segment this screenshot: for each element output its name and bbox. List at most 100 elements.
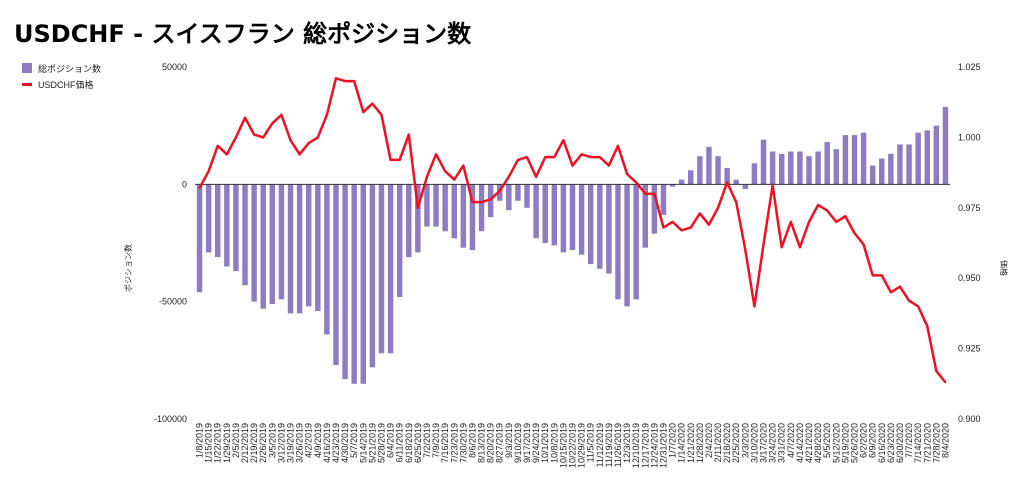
bar-39 (551, 184, 558, 246)
bar-42 (578, 184, 585, 255)
bar-40 (560, 184, 567, 253)
bar-69 (824, 142, 830, 185)
price-point-48 (635, 181, 637, 184)
bar-28 (451, 184, 457, 239)
bar-71 (842, 135, 849, 185)
x-tick-label: 9/17/2019 (522, 423, 532, 463)
x-tick-label: 12/17/2019 (640, 423, 650, 468)
price-point-18 (362, 111, 365, 113)
bar-55 (697, 156, 703, 185)
price-point-69 (826, 209, 828, 212)
bar-48 (633, 184, 639, 300)
y-left-tick-label: -100000 (154, 414, 187, 424)
y-axis-left: 50000 0 -50000 -100000 (154, 62, 187, 424)
price-point-51 (662, 226, 665, 229)
x-tick-label: 12/10/2019 (631, 423, 641, 468)
price-point-39 (553, 156, 556, 158)
price-point-14 (326, 114, 328, 116)
x-tick-label: 3/17/2020 (759, 423, 769, 463)
price-point-52 (671, 221, 674, 223)
bar-23 (406, 184, 412, 258)
bar-35 (515, 184, 521, 201)
price-point-21 (389, 159, 392, 161)
price-point-25 (426, 176, 428, 178)
x-tick-label: 2/5/2019 (231, 423, 241, 458)
bar-2 (215, 184, 221, 258)
bar-57 (715, 156, 721, 185)
bar-64 (778, 153, 785, 185)
bar-8 (269, 184, 276, 305)
bar-1 (205, 184, 212, 253)
price-point-17 (353, 80, 355, 82)
x-tick-label: 8/6/2019 (467, 423, 477, 458)
x-tick-label: 4/2/2019 (304, 423, 314, 458)
price-point-53 (680, 229, 683, 232)
bars-layer (196, 106, 949, 384)
bar-72 (851, 135, 858, 185)
price-point-43 (589, 156, 592, 158)
price-point-16 (344, 80, 346, 82)
price-point-44 (598, 156, 601, 158)
x-tick-label: 8/13/2019 (477, 423, 487, 463)
bar-0 (196, 184, 203, 293)
bar-27 (442, 184, 448, 232)
bar-80 (924, 130, 930, 185)
x-tick-label: 10/15/2019 (558, 423, 568, 468)
x-tick-label: 3/26/2019 (295, 423, 305, 463)
x-tick-label: 4/7/2020 (786, 423, 796, 458)
price-point-32 (489, 198, 492, 201)
bar-50 (651, 184, 658, 234)
price-point-4 (235, 136, 237, 139)
bar-7 (260, 184, 266, 309)
x-tick-label: 7/28/2020 (931, 423, 941, 463)
bar-53 (678, 179, 685, 185)
price-point-47 (626, 173, 628, 175)
bar-17 (351, 184, 357, 384)
x-tick-label: 1/14/2020 (677, 423, 687, 463)
bar-4 (233, 184, 239, 272)
y-right-tick-label: 0.950 (958, 273, 981, 283)
bar-36 (524, 184, 530, 208)
x-tick-label: 6/4/2019 (386, 423, 396, 458)
bar-43 (587, 184, 594, 265)
price-point-50 (653, 192, 656, 195)
price-point-59 (735, 201, 738, 203)
price-point-38 (544, 156, 547, 158)
x-tick-label: 11/19/2019 (604, 423, 614, 467)
x-tick-label: 7/30/2019 (458, 423, 468, 463)
x-tick-label: 4/28/2020 (813, 423, 823, 463)
price-point-62 (762, 243, 765, 246)
price-point-63 (771, 184, 774, 187)
price-point-5 (244, 116, 246, 119)
bar-67 (806, 156, 812, 185)
price-point-65 (790, 221, 792, 223)
x-tick-label: 8/27/2019 (495, 423, 505, 463)
x-tick-label: 4/21/2020 (804, 423, 814, 463)
price-point-30 (471, 201, 474, 203)
price-point-37 (535, 176, 537, 178)
bar-37 (533, 184, 539, 239)
bar-25 (424, 184, 430, 227)
bar-68 (815, 151, 821, 185)
price-point-67 (808, 221, 810, 223)
bar-32 (487, 184, 494, 218)
x-tick-label: 3/31/2020 (777, 423, 787, 463)
bar-63 (769, 151, 776, 185)
bar-51 (660, 184, 667, 215)
x-tick-label: 4/16/2019 (322, 423, 332, 463)
price-point-28 (453, 178, 456, 181)
price-point-13 (317, 136, 319, 139)
bar-3 (224, 184, 230, 267)
price-point-42 (580, 153, 583, 156)
x-tick-label: 6/30/2020 (895, 423, 905, 463)
bar-16 (342, 184, 348, 380)
price-point-33 (498, 190, 501, 192)
x-tick-label: 1/8/2019 (195, 423, 205, 458)
x-tick-label: 3/19/2019 (286, 423, 296, 463)
bar-20 (378, 184, 385, 354)
price-point-9 (280, 114, 283, 116)
x-tick-label: 8/20/2019 (486, 423, 496, 463)
x-tick-label: 9/24/2019 (531, 423, 541, 463)
x-tick-label: 7/21/2020 (922, 423, 932, 463)
price-point-34 (508, 176, 510, 178)
